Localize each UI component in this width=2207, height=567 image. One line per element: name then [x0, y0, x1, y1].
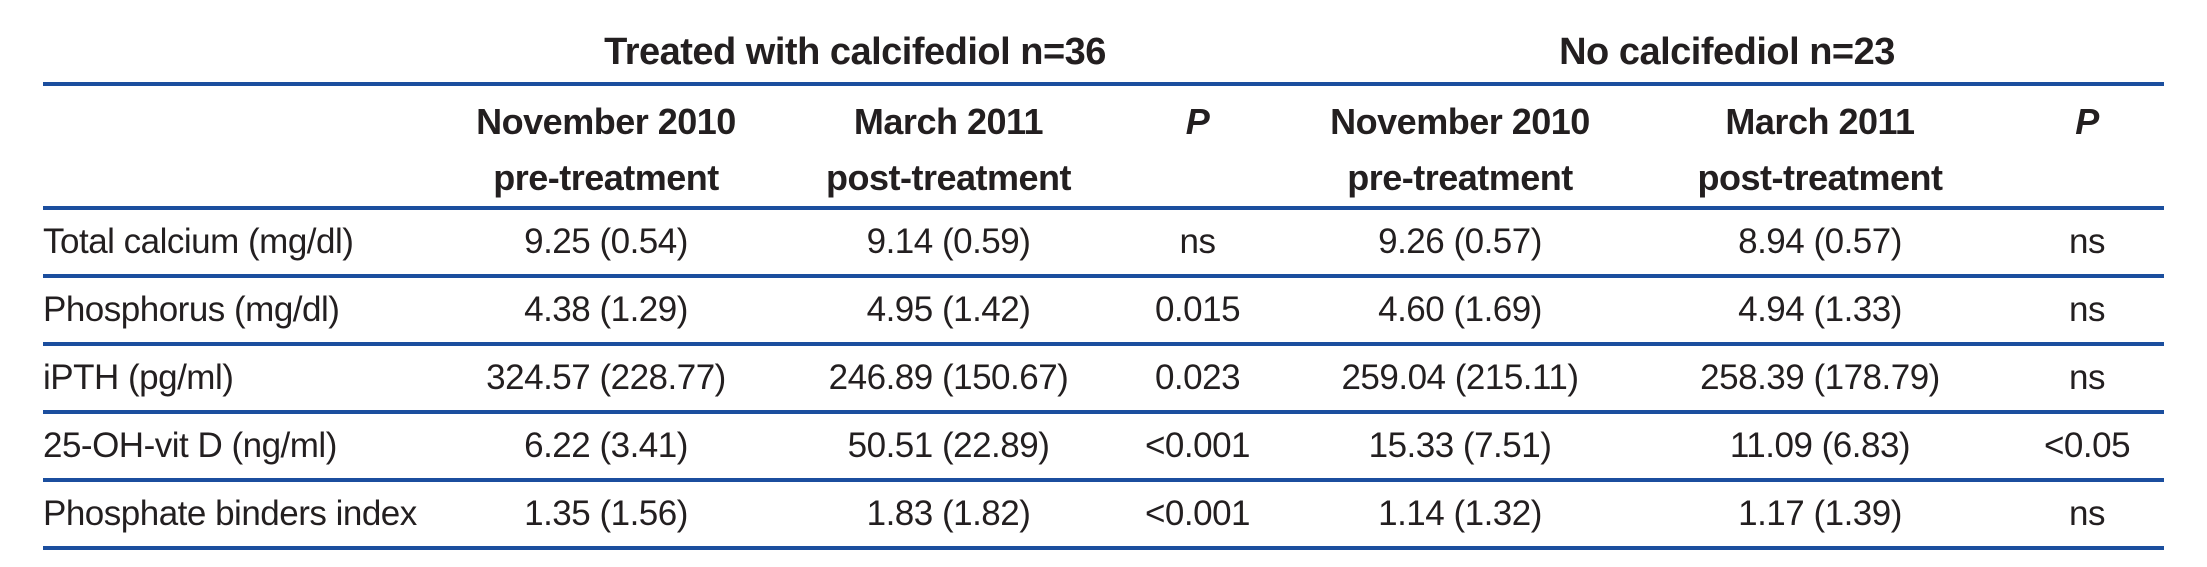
col-header-line1: P	[2075, 101, 2099, 142]
group-header-treated: Treated with calcifediol n=36	[420, 0, 1290, 86]
value-cell: 15.33 (7.51)	[1290, 412, 1630, 482]
col-header-line1: March 2011	[853, 101, 1044, 142]
col-header-line1: P	[1185, 101, 1210, 142]
value-cell: 9.26 (0.57)	[1290, 208, 1630, 278]
col-header-line2: post-treatment	[1697, 157, 1943, 198]
col-header-treated-p: P	[1105, 84, 1290, 210]
value-cell: 324.57 (228.77)	[420, 344, 792, 414]
results-table: Treated with calcifediol n=36 No calcife…	[43, 0, 2165, 550]
value-cell: 50.51 (22.89)	[792, 412, 1105, 482]
row-label: 25-OH-vit D (ng/ml)	[43, 412, 420, 482]
value-cell: 1.14 (1.32)	[1290, 480, 1630, 550]
column-header-row: November 2010 pre-treatment March 2011 p…	[43, 84, 2165, 210]
row-label: Phosphate binders index	[43, 480, 420, 550]
col-header-line2: post-treatment	[825, 157, 1072, 198]
col-header-line1: November 2010	[476, 101, 736, 142]
value-cell: 11.09 (6.83)	[1630, 412, 2010, 482]
row-label: iPTH (pg/ml)	[43, 344, 420, 414]
p-value-cell: <0.001	[1105, 412, 1290, 482]
table-row-phosphorus: Phosphorus (mg/dl) 4.38 (1.29) 4.95 (1.4…	[43, 276, 2165, 346]
col-header-line1: November 2010	[1330, 101, 1590, 142]
col-header-line2: pre-treatment	[1347, 157, 1573, 198]
p-value-cell: ns	[2010, 480, 2165, 550]
value-cell: 9.14 (0.59)	[792, 208, 1105, 278]
p-value-cell: 0.023	[1105, 344, 1290, 414]
value-cell: 1.17 (1.39)	[1630, 480, 2010, 550]
value-cell: 4.38 (1.29)	[420, 276, 792, 346]
group-header-row: Treated with calcifediol n=36 No calcife…	[43, 0, 2165, 86]
table-row-total-calcium: Total calcium (mg/dl) 9.25 (0.54) 9.14 (…	[43, 208, 2165, 278]
value-cell: 259.04 (215.11)	[1290, 344, 1630, 414]
value-cell: 8.94 (0.57)	[1630, 208, 2010, 278]
p-value-cell: ns	[1105, 208, 1290, 278]
col-header-control-pre: November 2010 pre-treatment	[1290, 84, 1630, 210]
group-header-control: No calcifediol n=23	[1290, 0, 2165, 86]
value-cell: 4.60 (1.69)	[1290, 276, 1630, 346]
value-cell: 4.95 (1.42)	[792, 276, 1105, 346]
table-row-phosphate-binders: Phosphate binders index 1.35 (1.56) 1.83…	[43, 480, 2165, 550]
p-value-cell: <0.001	[1105, 480, 1290, 550]
value-cell: 1.35 (1.56)	[420, 480, 792, 550]
corner-cell	[43, 84, 420, 210]
p-value-cell: <0.05	[2010, 412, 2165, 482]
col-header-line2: pre-treatment	[493, 157, 719, 198]
col-header-treated-pre: November 2010 pre-treatment	[420, 84, 792, 210]
col-header-line1: March 2011	[1725, 101, 1915, 142]
col-header-treated-post: March 2011 post-treatment	[792, 84, 1105, 210]
p-value-cell: ns	[2010, 344, 2165, 414]
p-value-cell: ns	[2010, 276, 2165, 346]
value-cell: 6.22 (3.41)	[420, 412, 792, 482]
value-cell: 4.94 (1.33)	[1630, 276, 2010, 346]
value-cell: 246.89 (150.67)	[792, 344, 1105, 414]
value-cell: 1.83 (1.82)	[792, 480, 1105, 550]
p-value-cell: ns	[2010, 208, 2165, 278]
p-value-cell: 0.015	[1105, 276, 1290, 346]
row-label: Phosphorus (mg/dl)	[43, 276, 420, 346]
col-header-control-post: March 2011 post-treatment	[1630, 84, 2010, 210]
col-header-control-p: P	[2010, 84, 2165, 210]
value-cell: 9.25 (0.54)	[420, 208, 792, 278]
row-label: Total calcium (mg/dl)	[43, 208, 420, 278]
table-row-ipth: iPTH (pg/ml) 324.57 (228.77) 246.89 (150…	[43, 344, 2165, 414]
corner-cell	[43, 0, 420, 86]
value-cell: 258.39 (178.79)	[1630, 344, 2010, 414]
table-row-vitamin-d: 25-OH-vit D (ng/ml) 6.22 (3.41) 50.51 (2…	[43, 412, 2165, 482]
